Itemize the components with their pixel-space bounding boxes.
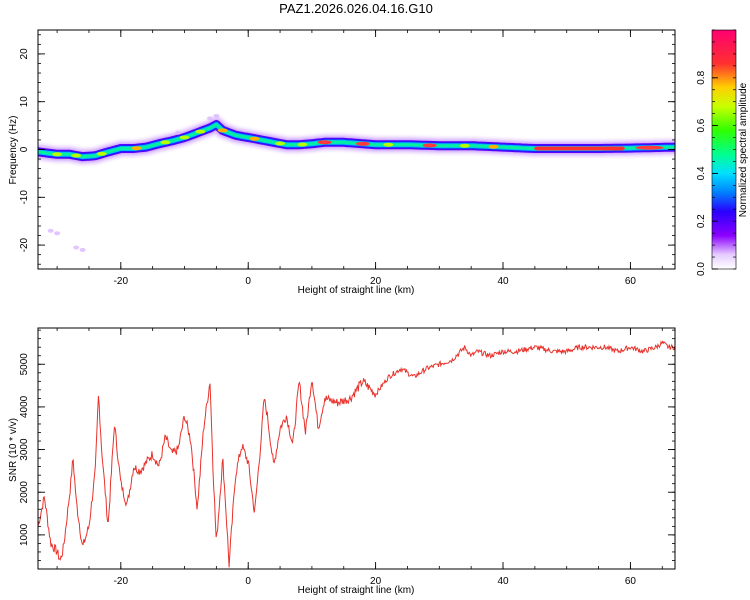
spectrogram-peak (297, 142, 308, 147)
snr-ytick-label: 2000 (19, 481, 30, 504)
spectrogram-peak (217, 128, 228, 133)
spectrogram-speck (54, 231, 61, 236)
colorbar: 0.0 0.2 0.4 0.6 0.8 Normalized spectral ampl… (696, 29, 749, 276)
spectrogram-speck (73, 245, 80, 250)
spectrogram-peak (179, 135, 190, 140)
figure-title: PAZ1.2026.026.04.16.G10 (279, 1, 433, 16)
spectrogram-ytick-label: 0 (19, 146, 30, 152)
spectrogram-peak (383, 142, 394, 147)
colorbar-tick-label: 0.4 (696, 166, 707, 180)
snr-ytick-label: 1000 (19, 523, 30, 546)
spectrogram-peak (160, 140, 171, 145)
spectrogram-xtick-label: 20 (370, 276, 382, 287)
spectrogram-xtick-label: 0 (245, 276, 251, 287)
snr-axes-frame (37, 327, 676, 570)
spectrogram-speck (213, 114, 220, 118)
spectrogram-peak (534, 146, 625, 151)
colorbar-tick-label: 0.2 (696, 214, 707, 228)
spectrogram-xtick-label: -20 (114, 276, 129, 287)
snr-xtick-label: 20 (370, 576, 382, 587)
spectrogram-peak (635, 145, 664, 150)
snr-series-line (38, 340, 675, 568)
spectrogram-peak (317, 140, 332, 145)
spectrogram-ticks: -20 0 20 40 60 -20 -10 0 10 20 (19, 30, 675, 287)
spectrogram-speck (47, 228, 54, 233)
spectrogram-peak (249, 136, 260, 141)
snr-xtick-label: 60 (625, 576, 637, 587)
spectrogram-peak (488, 144, 499, 149)
spectrogram-xtick-label: 60 (625, 276, 637, 287)
colorbar-gradient (712, 30, 736, 269)
spectrogram-ytick-label: -20 (19, 237, 30, 252)
spectrogram-peak (52, 152, 63, 157)
snr-xtick-label: 0 (245, 576, 251, 587)
colorbar-label: Normalized spectral amplitude (738, 82, 749, 217)
spectrogram-peak (459, 143, 470, 148)
snr-ylabel: SNR (10 * v/v) (8, 418, 19, 482)
snr-xtick-label: 40 (497, 576, 509, 587)
snr-xlabel: Height of straight line (km) (298, 585, 415, 596)
spectrogram-ytick-label: 10 (19, 96, 30, 108)
snr-panel: -20 0 20 40 60 1000 2000 3000 4000 5000 Height of… (8, 327, 676, 596)
snr-ytick-label: 4000 (19, 395, 30, 418)
spectrogram-panel: -20 0 20 40 60 -20 -10 0 10 20 Height of straight… (8, 29, 676, 296)
spectrogram-speck (207, 116, 213, 121)
spectrogram-peak (275, 141, 286, 146)
snr-ticks: -20 0 20 40 60 1000 2000 3000 4000 5000 (19, 328, 675, 587)
spectrogram-heatmap (38, 114, 675, 252)
colorbar-tick-label: 0.0 (696, 262, 707, 276)
colorbar-tick-label: 0.6 (696, 118, 707, 132)
spectrogram-speck (79, 247, 86, 252)
spectrogram-peak (96, 151, 107, 156)
spectrogram-speck (175, 130, 182, 135)
snr-ytick-label: 3000 (19, 438, 30, 461)
spectrogram-ytick-label: 20 (19, 48, 30, 60)
spectrogram-peak (131, 146, 142, 151)
spectrogram-xtick-label: 40 (497, 276, 509, 287)
colorbar-ticks: 0.0 0.2 0.4 0.6 0.8 (696, 29, 736, 276)
snr-xtick-label: -20 (114, 576, 129, 587)
spectrogram-ylabel: Frequency (Hz) (8, 116, 19, 185)
spectrogram-peak (195, 129, 206, 134)
spectrogram-peak (355, 141, 370, 146)
spectrogram-peak (71, 153, 82, 158)
snr-ytick-label: 5000 (19, 353, 30, 376)
spectrogram-peak (422, 143, 437, 148)
colorbar-tick-label: 0.8 (696, 70, 707, 84)
spectrogram-ytick-label: -10 (19, 190, 30, 205)
spectrogram-xlabel: Height of straight line (km) (298, 285, 415, 296)
